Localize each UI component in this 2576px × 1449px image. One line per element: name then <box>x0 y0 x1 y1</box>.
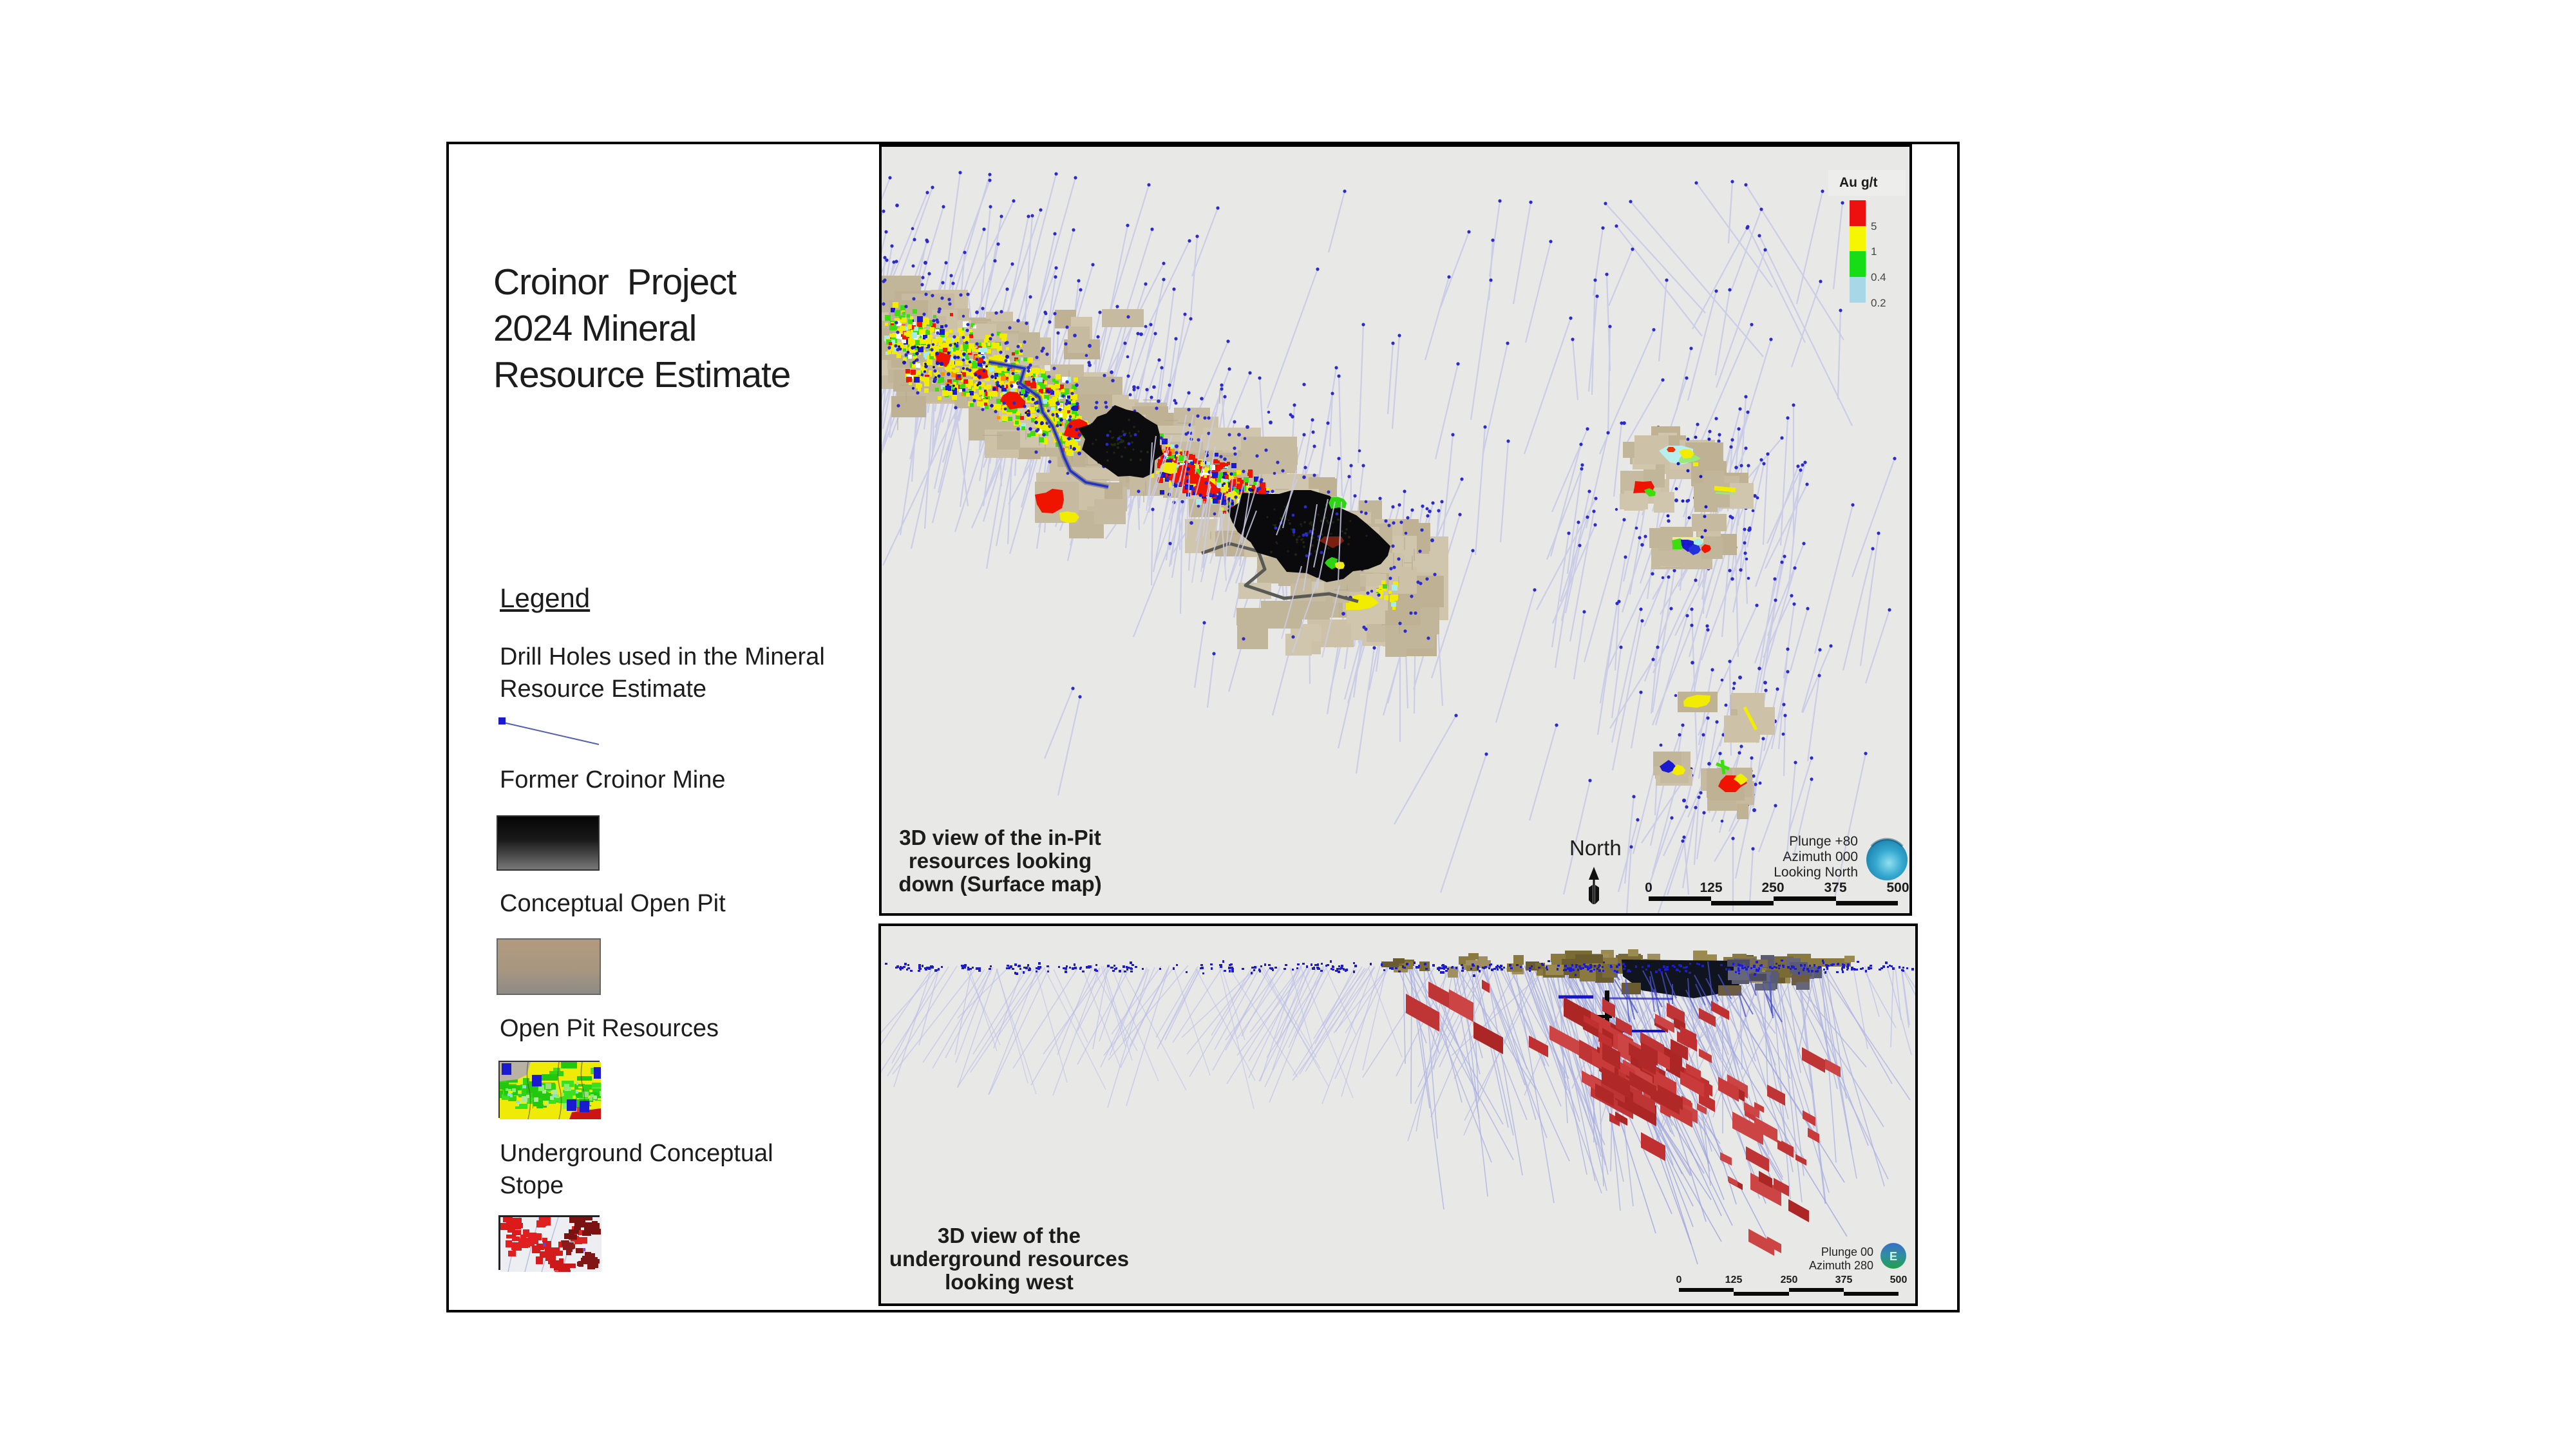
svg-text:250: 250 <box>1761 880 1784 895</box>
svg-text:250: 250 <box>1781 1274 1798 1285</box>
svg-text:5: 5 <box>1871 220 1877 232</box>
svg-text:E: E <box>1889 1250 1897 1263</box>
svg-text:0.4: 0.4 <box>1871 271 1886 283</box>
svg-text:Plunge 00: Plunge 00 <box>1821 1245 1873 1258</box>
svg-text:375: 375 <box>1824 880 1846 895</box>
svg-text:0: 0 <box>1676 1274 1682 1285</box>
svg-text:Azimuth 000: Azimuth 000 <box>1783 849 1858 864</box>
svg-text:resources looking: resources looking <box>909 849 1092 873</box>
svg-text:125: 125 <box>1700 880 1722 895</box>
svg-text:3D view of the in-Pit: 3D view of the in-Pit <box>899 826 1101 849</box>
svg-text:Azimuth 280: Azimuth 280 <box>1809 1259 1873 1272</box>
svg-text:looking west: looking west <box>945 1270 1074 1294</box>
svg-text:down (Surface map): down (Surface map) <box>898 872 1101 896</box>
svg-text:500: 500 <box>1886 880 1909 895</box>
svg-text:125: 125 <box>1725 1274 1743 1285</box>
svg-text:0.2: 0.2 <box>1871 297 1886 309</box>
svg-text:Plunge +80: Plunge +80 <box>1789 834 1858 849</box>
svg-text:0: 0 <box>1645 880 1653 895</box>
svg-text:500: 500 <box>1890 1274 1908 1285</box>
svg-text:underground resources: underground resources <box>889 1247 1129 1271</box>
svg-text:Looking North: Looking North <box>1774 865 1858 880</box>
svg-text:375: 375 <box>1835 1274 1853 1285</box>
svg-text:3D view of the: 3D view of the <box>938 1224 1081 1247</box>
svg-text:North: North <box>1569 836 1622 860</box>
svg-text:Au g/t: Au g/t <box>1839 175 1877 190</box>
svg-text:1: 1 <box>1871 245 1877 258</box>
